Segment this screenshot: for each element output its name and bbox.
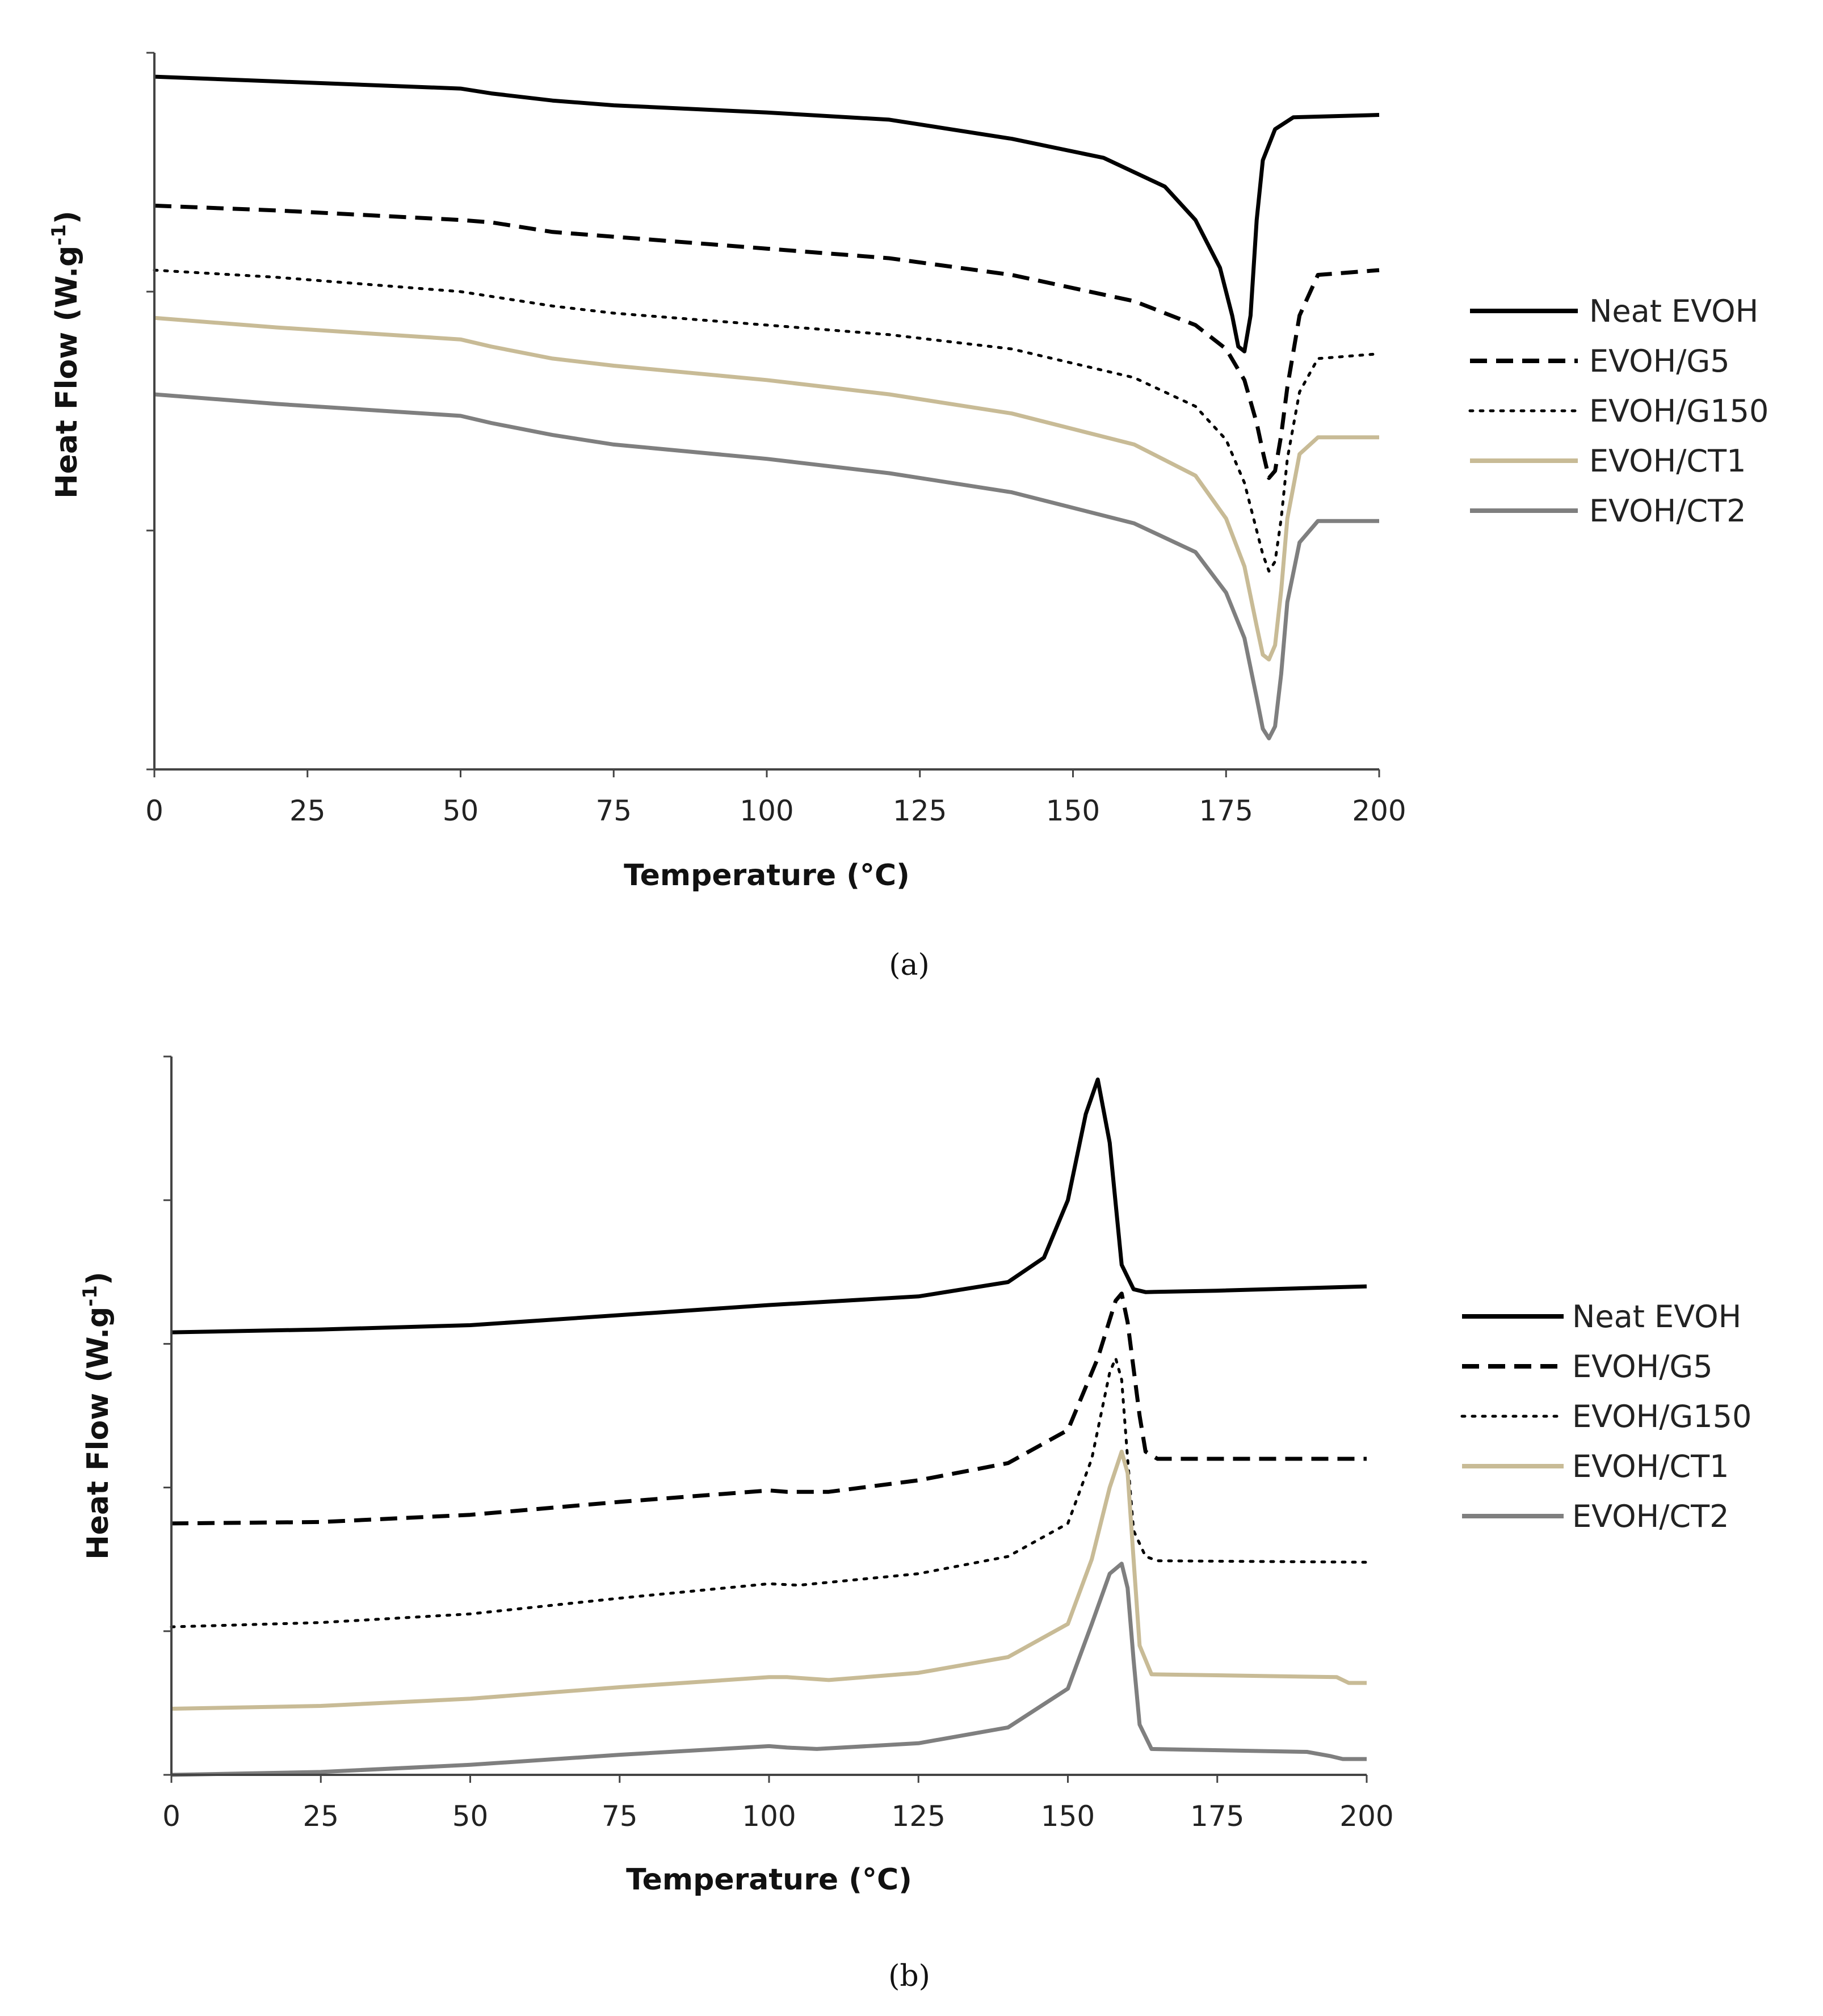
panel-b-x-tick-label: 175	[1190, 1800, 1244, 1833]
panel-b-plot-area	[170, 1078, 1368, 1777]
panel-b-series-neat-evoh	[171, 1078, 1367, 1335]
panel-a-plot-area	[153, 74, 1381, 740]
panel-a-legend-label-evoh-ct1: EVOH/CT1	[1589, 443, 1746, 479]
panel-b-x-tick-label: 50	[452, 1800, 489, 1833]
panel-a-x-tick-label: 0	[145, 794, 163, 827]
panel-a-x-tick-label: 200	[1352, 794, 1406, 827]
panel-a-x-axis-title: Temperature (°C)	[624, 858, 910, 893]
panel-a-legend-label-evoh-ct2: EVOH/CT2	[1589, 493, 1746, 529]
panel-a-x-tick-label: 50	[443, 794, 479, 827]
panel-a-series-evoh-ct1	[154, 315, 1379, 662]
panel-a-legend-label-neat-evoh: Neat EVOH	[1589, 293, 1758, 329]
panel-a-legend-label-evoh-g150: EVOH/G150	[1589, 393, 1769, 429]
panel-a-x-tick-label: 75	[595, 794, 632, 827]
panel-a-series-evoh-g150	[153, 268, 1381, 573]
panel-b-x-tick-label: 150	[1041, 1800, 1095, 1833]
panel-b-series-evoh-g150	[170, 1357, 1368, 1628]
panel-b-x-tick-label: 100	[742, 1800, 796, 1833]
panel-b-x-tick-label: 125	[892, 1800, 946, 1833]
panel-b-legend-label-evoh-g150: EVOH/G150	[1572, 1399, 1751, 1434]
panel-b-x-axis-title: Temperature (°C)	[626, 1863, 912, 1897]
panel-a-series-neat-evoh	[154, 74, 1380, 353]
panel-b-x-tick-label: 25	[303, 1800, 339, 1833]
panel-a-chart: 0 25 50 75 100 125 150 175 200 Temperature (°C) …	[48, 52, 1769, 982]
panel-b-x-tick-label: 0	[162, 1800, 180, 1833]
panel-a-legend: Neat EVOH EVOH/G5 EVOH/G150 EVOH/CT1 EVOH/CT…	[1468, 293, 1769, 529]
panel-b-series-evoh-ct2	[171, 1562, 1367, 1777]
panel-a-series-evoh-g5	[154, 203, 1380, 480]
panel-a-x-tick-label: 150	[1046, 794, 1100, 827]
panel-a-x-tick-label: 100	[740, 794, 793, 827]
panel-a-x-tick-label: 175	[1199, 794, 1253, 827]
panel-b-series-evoh-ct1	[171, 1449, 1367, 1711]
panel-b-x-tick-labels: 0 25 50 75 100 125 150 175 200	[162, 1800, 1394, 1833]
panel-b-y-axis-title: Heat Flow (W.g-1)	[79, 1272, 115, 1559]
panel-b-label: (b)	[888, 1959, 930, 1993]
panel-b-chart: 0 25 50 75 100 125 150 175 200 Temperature (°C) …	[79, 1055, 1751, 1993]
panel-a-series-evoh-ct2	[154, 392, 1379, 740]
panel-a-y-axis-title: Heat Flow (W.g-1)	[48, 211, 84, 498]
panel-b-legend: Neat EVOH EVOH/G5 EVOH/G150 EVOH/CT1 EVOH/CT…	[1460, 1299, 1751, 1534]
panel-b-legend-label-evoh-ct1: EVOH/CT1	[1572, 1449, 1729, 1484]
panel-b-legend-label-neat-evoh: Neat EVOH	[1572, 1299, 1741, 1335]
panel-b-x-tick-label: 200	[1339, 1800, 1393, 1833]
panel-a-x-tick-label: 125	[893, 794, 947, 827]
panel-b-ticks	[163, 1055, 1368, 1783]
panel-b-legend-label-evoh-ct2: EVOH/CT2	[1572, 1499, 1729, 1534]
panel-a-x-tick-labels: 0 25 50 75 100 125 150 175 200	[145, 794, 1406, 827]
panel-b-legend-label-evoh-g5: EVOH/G5	[1572, 1349, 1713, 1384]
panel-a-label: (a)	[889, 948, 930, 982]
panel-a-legend-label-evoh-g5: EVOH/G5	[1589, 343, 1730, 379]
panel-b-x-tick-label: 75	[602, 1800, 638, 1833]
panel-a-x-tick-label: 25	[289, 794, 326, 827]
panel-a-ticks	[146, 52, 1380, 777]
panel-b-series-evoh-g5	[171, 1291, 1367, 1526]
